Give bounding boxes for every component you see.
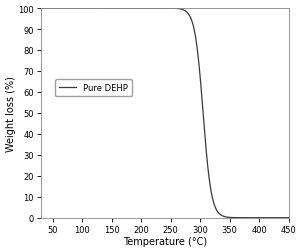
Pure DEHP [287, 216, 291, 219]
Pure DEHP [153, 8, 157, 11]
Pure DEHP [279, 216, 283, 219]
Pure DEHP [159, 8, 163, 11]
X-axis label: Temperature (°C): Temperature (°C) [123, 237, 207, 246]
Line: Pure DEHP: Pure DEHP [41, 9, 289, 218]
Pure DEHP [280, 216, 283, 219]
Legend: Pure DEHP: Pure DEHP [55, 80, 132, 97]
Pure DEHP [39, 8, 43, 11]
Pure DEHP [234, 216, 238, 219]
Pure DEHP [52, 8, 56, 11]
Y-axis label: Weight loss (%): Weight loss (%) [5, 76, 16, 151]
